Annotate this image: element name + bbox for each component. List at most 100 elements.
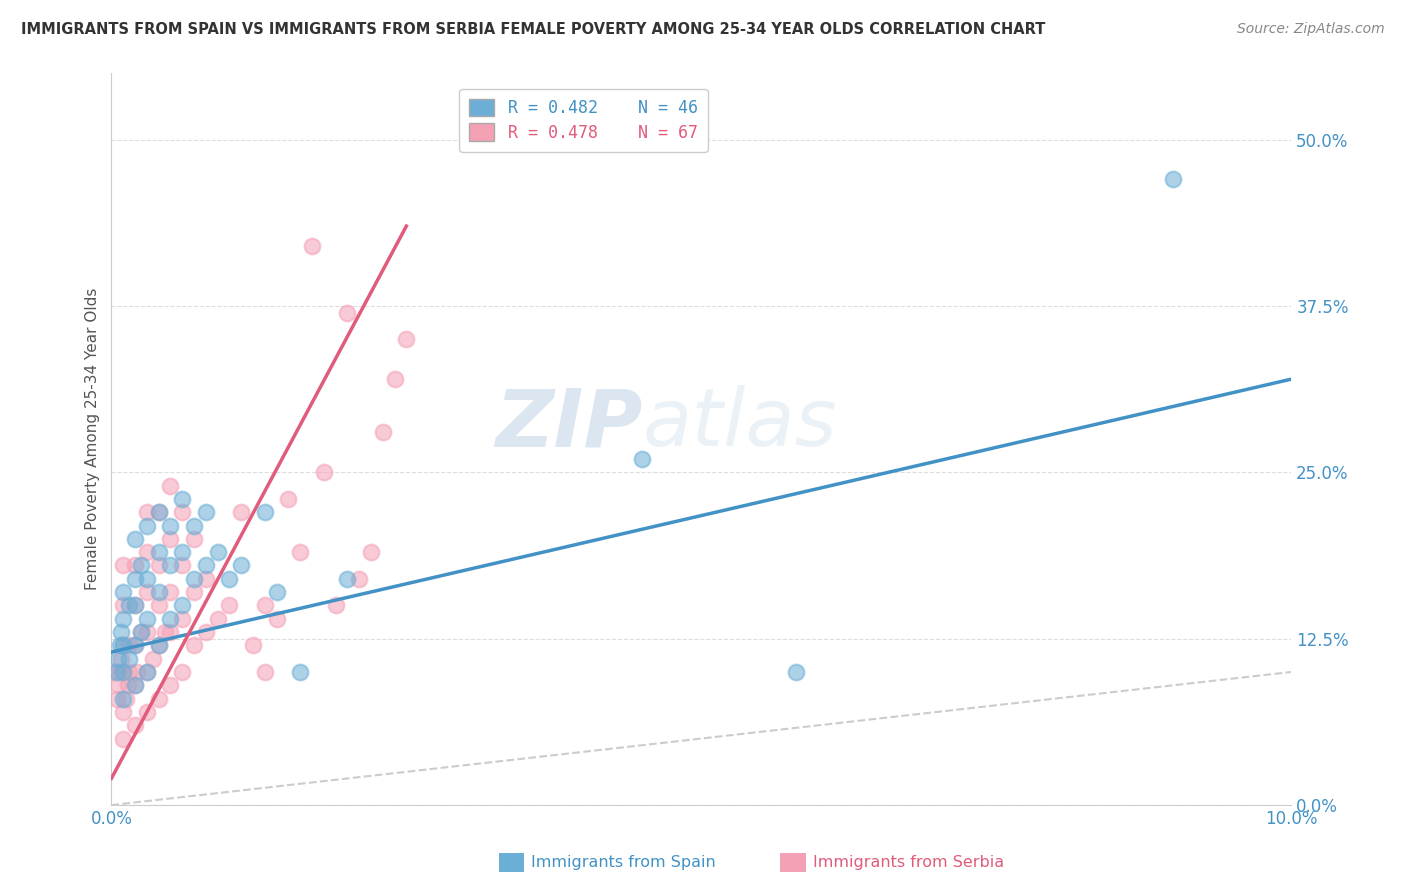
Point (124, 599, 146, 613)
Point (218, 599, 240, 613)
Point (142, 651, 165, 665)
Point (183, 532, 205, 546)
Point (124, 599, 146, 613)
Point (148, 638, 170, 652)
Point (129, 558, 152, 573)
Point (110, 651, 132, 665)
Text: Immigrants from Serbia: Immigrants from Serbia (813, 855, 1004, 870)
Text: ZIP: ZIP (495, 385, 643, 463)
Point (112, 731, 135, 746)
Text: atlas: atlas (643, 385, 837, 463)
Point (112, 638, 135, 652)
Point (159, 478, 181, 492)
Point (112, 665, 135, 679)
Point (124, 638, 146, 652)
Point (108, 638, 131, 652)
Point (336, 305, 359, 319)
Point (135, 705, 157, 719)
Point (105, 691, 128, 706)
Point (172, 491, 194, 506)
Point (336, 572, 359, 586)
Point (135, 572, 157, 586)
Point (290, 545, 312, 559)
Point (124, 718, 146, 732)
Point (183, 518, 205, 533)
Point (148, 599, 170, 613)
Point (148, 558, 170, 573)
Point (118, 599, 141, 613)
Point (112, 691, 135, 706)
Point (785, 665, 807, 679)
Point (153, 625, 176, 640)
Point (135, 518, 157, 533)
Point (218, 572, 240, 586)
Point (124, 678, 146, 692)
Point (172, 558, 194, 573)
Point (118, 665, 141, 679)
Point (117, 678, 139, 692)
Point (112, 558, 135, 573)
Point (395, 332, 418, 346)
Point (384, 372, 406, 386)
Point (112, 665, 135, 679)
Point (159, 585, 181, 599)
Point (266, 585, 288, 599)
Point (312, 465, 335, 479)
Point (172, 612, 194, 626)
Point (105, 665, 128, 679)
Point (118, 638, 141, 652)
Point (159, 558, 181, 573)
Point (148, 585, 170, 599)
Point (148, 638, 170, 652)
Point (253, 599, 276, 613)
Point (107, 678, 129, 692)
Point (129, 625, 152, 640)
Point (159, 532, 181, 546)
Point (110, 625, 132, 640)
Text: Immigrants from Spain: Immigrants from Spain (531, 855, 716, 870)
Point (112, 705, 135, 719)
Point (1163, 172, 1185, 186)
Point (159, 518, 181, 533)
Point (277, 491, 299, 506)
Point (253, 505, 276, 519)
Point (129, 625, 152, 640)
Point (347, 572, 370, 586)
Point (112, 612, 135, 626)
Point (114, 691, 136, 706)
Point (104, 665, 127, 679)
Point (172, 599, 194, 613)
Point (135, 545, 157, 559)
Point (194, 558, 217, 573)
Point (124, 572, 146, 586)
Point (148, 691, 170, 706)
Point (148, 505, 170, 519)
Point (112, 638, 135, 652)
Point (107, 651, 129, 665)
Point (159, 678, 181, 692)
Point (124, 558, 146, 573)
Point (172, 505, 194, 519)
Point (207, 545, 229, 559)
Point (301, 239, 323, 253)
Point (148, 505, 170, 519)
Point (108, 665, 131, 679)
Text: IMMIGRANTS FROM SPAIN VS IMMIGRANTS FROM SERBIA FEMALE POVERTY AMONG 25-34 YEAR : IMMIGRANTS FROM SPAIN VS IMMIGRANTS FROM… (21, 22, 1046, 37)
Point (118, 651, 141, 665)
Point (231, 505, 253, 519)
Point (194, 625, 217, 640)
Point (266, 612, 288, 626)
Point (159, 625, 181, 640)
Point (360, 545, 382, 559)
Point (172, 665, 194, 679)
Point (148, 545, 170, 559)
Point (194, 572, 217, 586)
Point (135, 585, 157, 599)
Point (194, 505, 217, 519)
Point (207, 612, 229, 626)
Point (371, 425, 394, 440)
Point (135, 665, 157, 679)
Point (325, 599, 347, 613)
Legend: R = 0.482    N = 46, R = 0.478    N = 67: R = 0.482 N = 46, R = 0.478 N = 67 (460, 88, 707, 152)
Point (183, 638, 205, 652)
